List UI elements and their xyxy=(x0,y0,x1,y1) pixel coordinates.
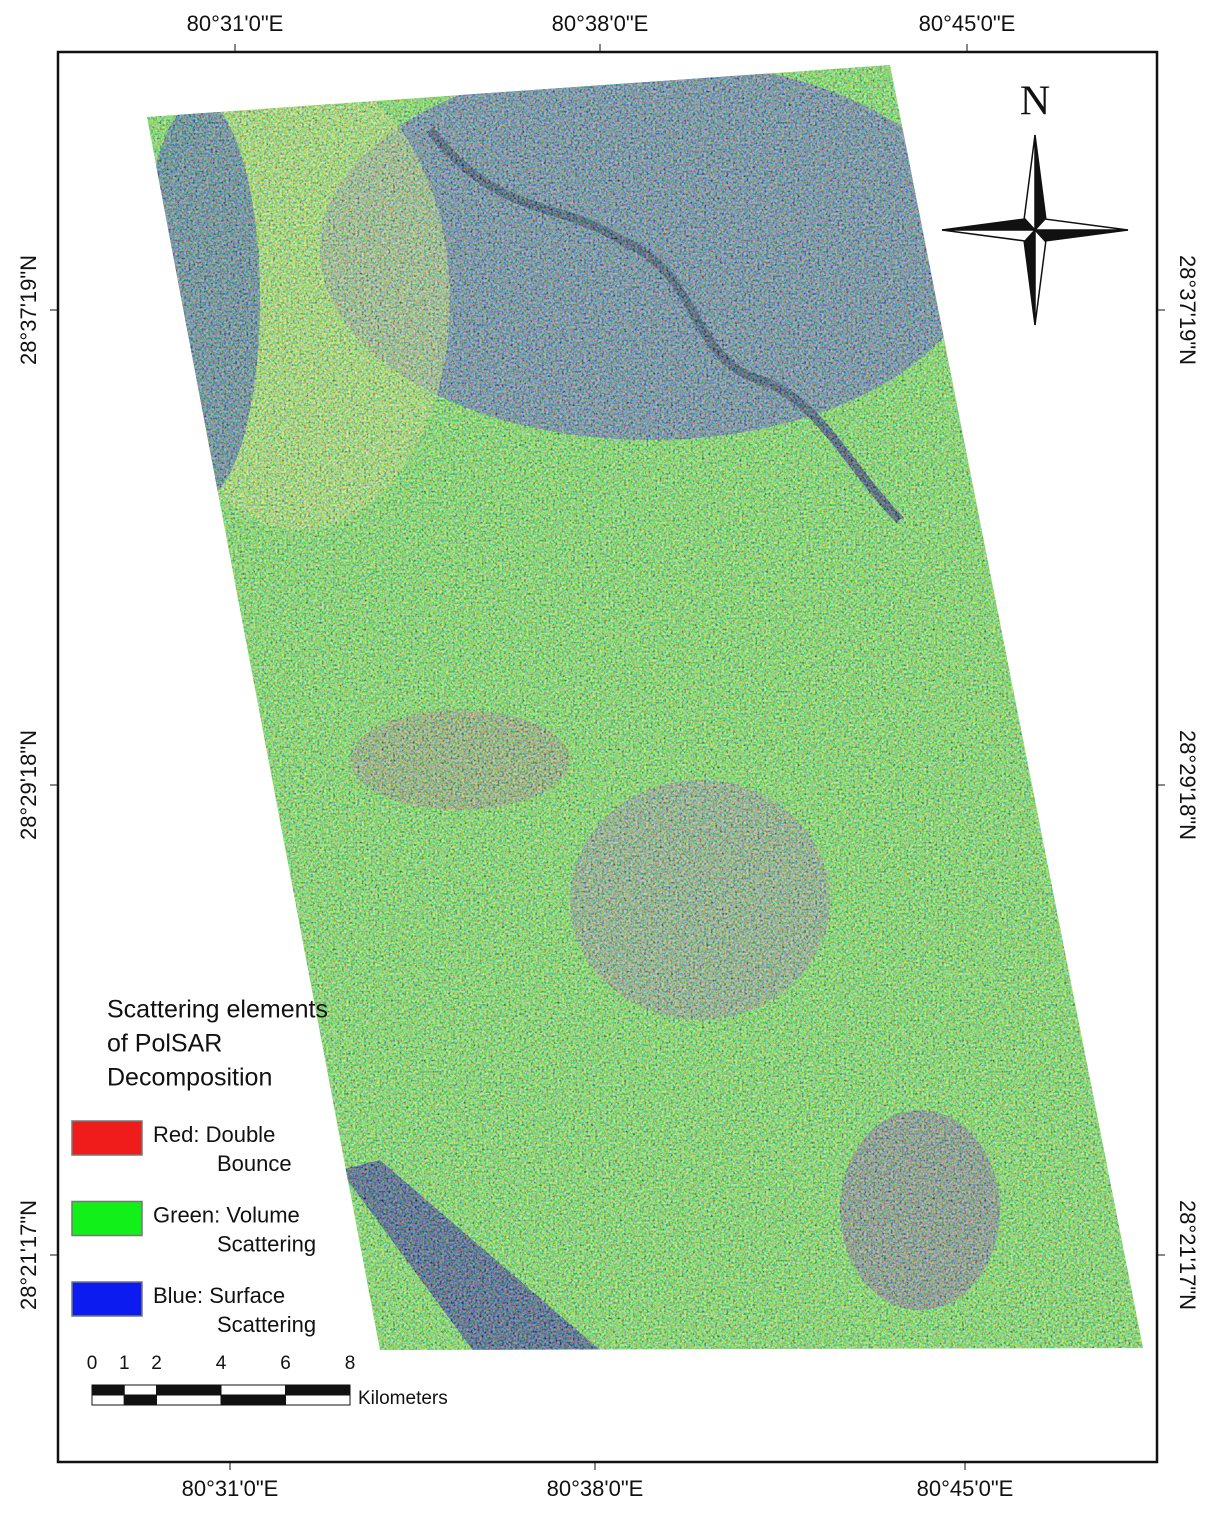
scale-label: 4 xyxy=(216,1353,227,1374)
legend-swatch xyxy=(71,1200,143,1237)
scale-segment xyxy=(285,1394,351,1406)
legend-label: Scattering xyxy=(217,1312,316,1337)
scale-segment xyxy=(91,1394,125,1406)
legend-label: Red: Double xyxy=(153,1122,275,1147)
legend-title: of PolSAR xyxy=(107,1030,222,1058)
legend-swatch xyxy=(71,1120,143,1156)
coord-label: 28°37'19"N xyxy=(1175,255,1200,365)
legend-label: Bounce xyxy=(217,1151,292,1176)
scale-segment xyxy=(123,1384,157,1396)
scale-segment xyxy=(220,1394,286,1406)
coord-label: 28°21'17"N xyxy=(16,1200,41,1310)
legend-label: Blue: Surface xyxy=(153,1283,285,1308)
coord-label: 80°45'0"E xyxy=(919,11,1016,36)
scale-segment xyxy=(123,1394,157,1406)
legend-label: Scattering xyxy=(217,1231,316,1256)
coord-label: 80°38'0"E xyxy=(552,11,649,36)
legend-title: Decomposition xyxy=(107,1064,272,1092)
scale-unit: Kilometers xyxy=(358,1388,448,1409)
coord-label: 80°45'0"E xyxy=(917,1476,1014,1501)
coord-label: 28°29'18"N xyxy=(16,730,41,840)
coord-label: 80°31'0"E xyxy=(182,1476,279,1501)
scale-label: 8 xyxy=(345,1353,356,1374)
scale-segment xyxy=(220,1384,286,1396)
scale-label: 1 xyxy=(119,1353,130,1374)
legend-label: Green: Volume xyxy=(153,1202,300,1227)
coord-label: 28°29'18"N xyxy=(1175,730,1200,840)
legend-title: Scattering elements xyxy=(107,996,328,1024)
legend-swatch xyxy=(71,1281,143,1317)
north-label: N xyxy=(1020,79,1050,125)
scale-segment xyxy=(285,1384,351,1396)
scale-label: 6 xyxy=(280,1353,291,1374)
scale-segment xyxy=(156,1384,222,1396)
north-arrow: N xyxy=(941,79,1129,326)
coord-label: 80°38'0"E xyxy=(547,1476,644,1501)
scale-label: 0 xyxy=(87,1353,98,1374)
scale-segment xyxy=(156,1394,222,1406)
coord-label: 80°31'0"E xyxy=(187,11,284,36)
coord-label: 28°21'17"N xyxy=(1175,1200,1200,1310)
scale-label: 2 xyxy=(151,1353,162,1374)
coord-label: 28°37'19"N xyxy=(16,255,41,365)
scale-segment xyxy=(91,1384,125,1396)
